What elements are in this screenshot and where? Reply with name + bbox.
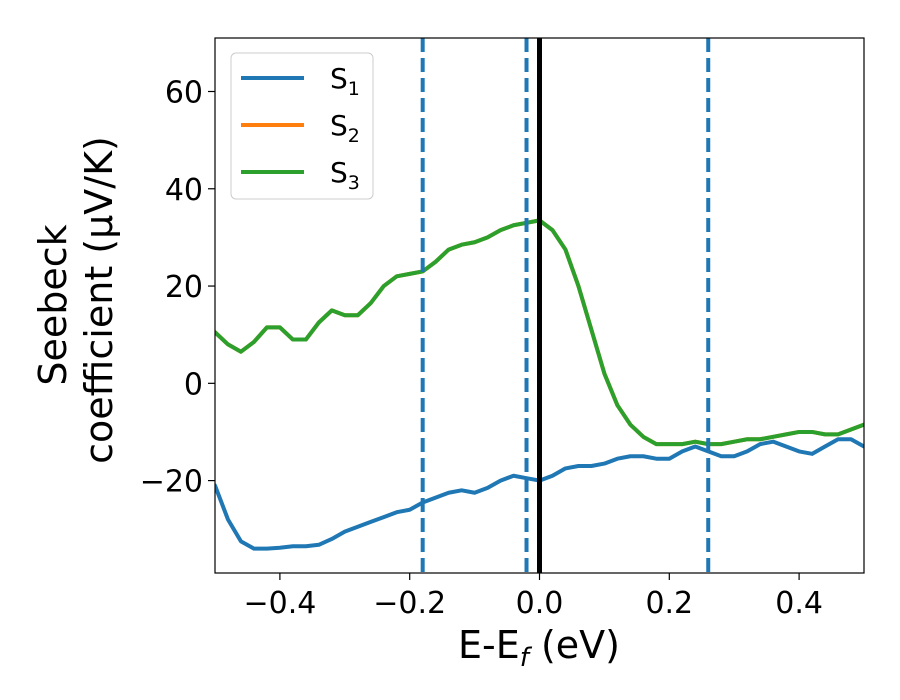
- y-axis-title: Seebeck coefficient (μV/K): [31, 136, 121, 464]
- legend-label-s2: S2: [330, 109, 360, 147]
- y-tick-label: 60: [165, 76, 203, 111]
- x-tick-label: 0.0: [516, 586, 564, 621]
- legend: S1 S2 S3: [230, 52, 374, 200]
- y-axis-title-line2: coefficient (μV/K): [77, 136, 121, 464]
- y-tick-label: −20: [140, 465, 203, 500]
- x-axis: −0.4 −0.2 0.0 0.2 0.4: [243, 573, 823, 621]
- y-tick-label: 0: [184, 367, 203, 402]
- y-tick-label: 20: [165, 270, 203, 305]
- x-tick-label: 0.2: [645, 586, 693, 621]
- x-tick-label: −0.4: [243, 586, 316, 621]
- y-axis: −20 0 20 40 60: [140, 76, 215, 500]
- x-tick-label: −0.2: [373, 586, 446, 621]
- plot-area: [215, 38, 864, 573]
- x-axis-title: E-Ef (eV): [458, 623, 620, 673]
- legend-label-s3: S3: [330, 156, 360, 194]
- y-tick-label: 40: [165, 173, 203, 208]
- legend-label-s1: S1: [330, 62, 360, 100]
- y-axis-title-line1: Seebeck: [31, 224, 75, 385]
- x-tick-label: 0.4: [775, 586, 823, 621]
